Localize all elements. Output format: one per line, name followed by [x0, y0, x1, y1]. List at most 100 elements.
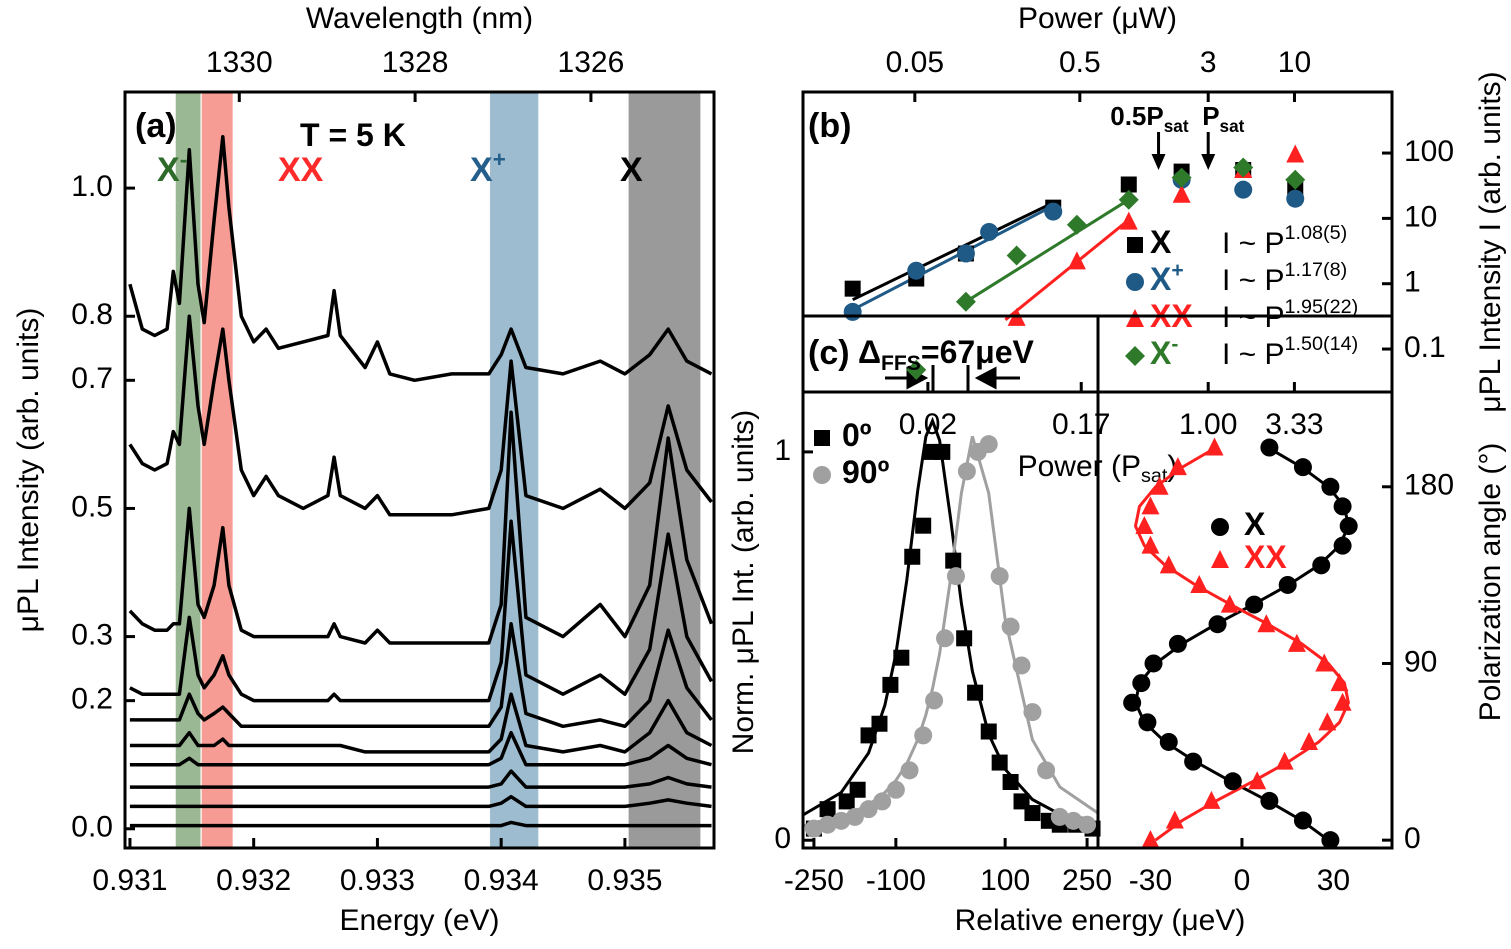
x2-tick-label: 1326: [558, 46, 625, 79]
x-axis-title-part: ): [1167, 450, 1177, 483]
x-tick-label: -30: [1129, 864, 1172, 897]
y-axis-title: Norm. μPL Int. (arb. units): [727, 410, 760, 755]
marker-triangle: [1257, 614, 1276, 633]
y-axis-title: Polarization angle (°): [1474, 443, 1507, 722]
x-tick-label: 0.932: [216, 864, 291, 897]
legend-label-part: 0º: [842, 417, 872, 453]
x-tick-label: 0.935: [587, 864, 662, 897]
marker-circle: [1138, 713, 1157, 732]
fit-line: [1004, 218, 1130, 321]
legend-label-part: X: [1150, 335, 1172, 371]
marker-circle: [1333, 536, 1352, 555]
marker-circle: [1321, 477, 1340, 496]
legend-label: 0º: [842, 417, 872, 453]
marker-triangle: [1248, 771, 1267, 790]
marker-circle: [1144, 654, 1163, 673]
marker-diamond: [906, 359, 927, 380]
x-tick-label: 0: [1234, 864, 1251, 897]
legend-label-part: +: [1171, 259, 1183, 282]
marker-circle: [1260, 438, 1279, 457]
marker-square: [1002, 773, 1019, 790]
annotation-label: Psat: [1202, 101, 1244, 136]
x-axis-title-part: Power (P: [1018, 450, 1141, 483]
band-label-part: X: [620, 151, 643, 189]
annotation-label: 0.5Psat: [1110, 101, 1189, 136]
y-tick-label: 0.0: [71, 811, 113, 844]
marker-circle: [1312, 556, 1331, 575]
annotation-part: =67μeV: [921, 334, 1035, 370]
marker-triangle: [1150, 476, 1169, 495]
marker-square: [1024, 805, 1041, 822]
marker-circle: [990, 567, 1009, 586]
marker-circle: [1333, 497, 1352, 516]
spectrum-line: [129, 692, 713, 754]
fit-law-part: 1.95(22): [1285, 296, 1359, 318]
marker-square: [956, 630, 973, 647]
marker-circle: [1211, 518, 1229, 536]
annotation-label-part: P: [1202, 101, 1219, 131]
marker-diamond: [1171, 167, 1192, 188]
legend-label-part: X: [1150, 224, 1172, 260]
x-axis-title: Energy (eV): [339, 904, 499, 937]
x2-tick-label: 1328: [382, 46, 449, 79]
y-tick-label: 0.3: [71, 618, 113, 651]
marker-circle: [957, 462, 976, 481]
fit-law-part: 1.17(8): [1285, 259, 1348, 281]
marker-circle: [813, 466, 831, 484]
marker-square: [1120, 176, 1137, 193]
spectrum-line: [128, 135, 713, 383]
fit-line: [852, 201, 1054, 302]
band-label-part: -: [180, 147, 187, 172]
marker-circle: [980, 222, 999, 241]
marker-circle: [956, 244, 975, 263]
x-tick-label: 0.934: [464, 864, 539, 897]
y-tick-label: 0.7: [71, 362, 113, 395]
spectrum-line: [129, 794, 712, 809]
y-tick-label: 0.5: [71, 490, 113, 523]
marker-square: [819, 801, 836, 818]
marker-triangle: [1205, 437, 1224, 456]
x2-tick-label: 10: [1278, 46, 1311, 79]
y-tick-label: 90: [1404, 645, 1437, 678]
marker-circle: [946, 567, 965, 586]
x-tick-label: 1.00: [1179, 408, 1237, 441]
marker-triangle: [1141, 830, 1160, 849]
fit-line: [1133, 446, 1350, 842]
marker-circle: [1208, 615, 1227, 634]
marker-triangle: [1190, 574, 1209, 593]
band-label: X: [620, 151, 643, 189]
marker-circle: [925, 691, 944, 710]
marker-triangle: [1286, 144, 1305, 163]
panel-label: (b): [808, 107, 851, 145]
legend-label: XX: [1244, 539, 1287, 575]
marker-circle: [1078, 815, 1097, 834]
marker-diamond: [955, 291, 976, 312]
spectrum-line: [129, 622, 713, 729]
marker-circle: [1126, 273, 1144, 291]
plot-frame: [123, 90, 716, 850]
annotation-label-part: sat: [1164, 116, 1189, 136]
marker-circle: [1044, 202, 1063, 221]
marker-triangle: [1211, 550, 1229, 568]
y-axis-title: μPL Intensity I (arb. units): [1474, 71, 1507, 412]
legend-label-part: X: [1244, 506, 1266, 542]
marker-circle: [1132, 674, 1151, 693]
fit-law: I ~ P1.50(14): [1222, 333, 1358, 371]
marker-diamond: [1006, 245, 1027, 266]
x2-tick-label: 0.05: [886, 46, 944, 79]
marker-circle: [1123, 693, 1142, 712]
x-axis-title-part: sat: [1141, 465, 1168, 487]
y-tick-label: 180: [1404, 469, 1454, 502]
legend-label: X: [1244, 506, 1266, 542]
marker-triangle: [1165, 810, 1184, 829]
marker-circle: [979, 435, 998, 454]
y-tick-label: 0.8: [71, 298, 113, 331]
x-axis-title: Relative energy (μeV): [955, 904, 1246, 937]
fit-law-part: 1.08(5): [1285, 222, 1348, 244]
band-label: XX: [278, 151, 324, 189]
marker-circle: [936, 629, 955, 648]
marker-circle: [1050, 807, 1069, 826]
marker-triangle: [1318, 712, 1337, 731]
marker-square: [882, 676, 899, 693]
